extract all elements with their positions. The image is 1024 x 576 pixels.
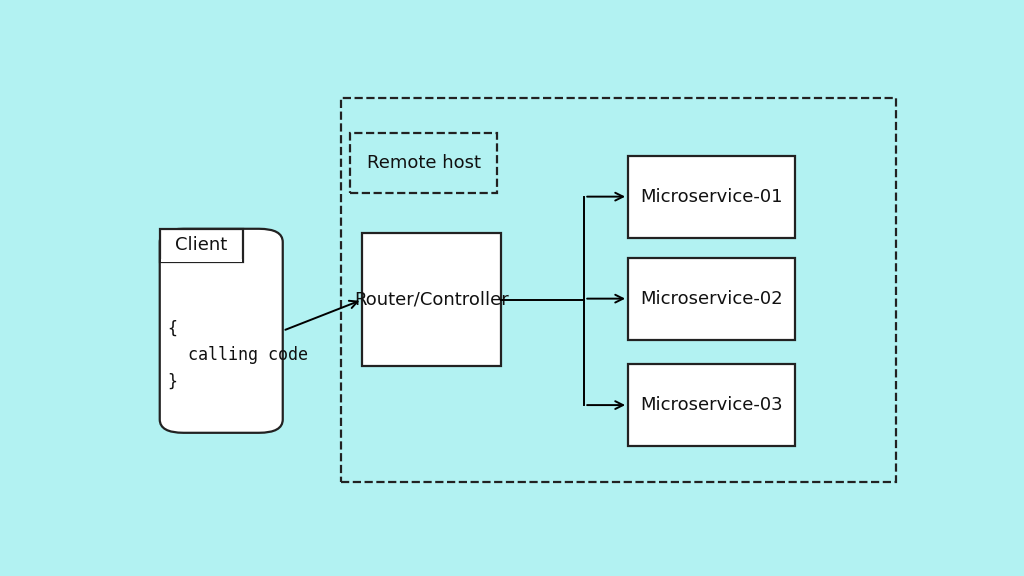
Bar	[160, 229, 243, 262]
Text: {
  calling code
}: { calling code }	[168, 320, 307, 391]
Bar	[628, 364, 795, 446]
Text: Microservice-03: Microservice-03	[640, 396, 782, 414]
Text: Remote host: Remote host	[367, 154, 480, 172]
Bar	[628, 257, 795, 340]
Bar	[628, 156, 795, 238]
Bar	[362, 233, 501, 366]
Text: Client: Client	[175, 236, 227, 255]
FancyBboxPatch shape	[160, 229, 283, 433]
Bar	[350, 134, 497, 194]
Text: Microservice-02: Microservice-02	[640, 290, 782, 308]
Text: Router/Controller: Router/Controller	[354, 291, 509, 309]
Bar	[161, 259, 242, 262]
Bar	[341, 98, 896, 482]
Text: Microservice-01: Microservice-01	[640, 188, 782, 206]
